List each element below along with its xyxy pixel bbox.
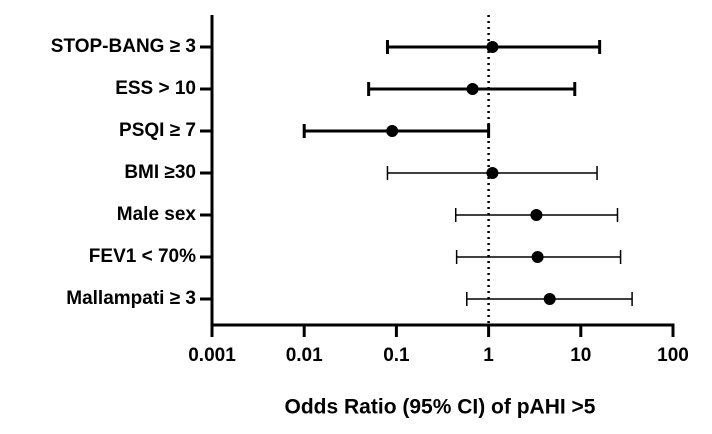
y-tick-label: BMI ≥30 <box>124 162 196 183</box>
x-tick-label: 0.001 <box>188 345 236 366</box>
y-tick-label: Mallampati ≥ 3 <box>66 288 196 309</box>
point <box>530 209 543 221</box>
point <box>466 83 479 95</box>
x-tick-label: 100 <box>657 345 689 366</box>
point <box>486 41 499 53</box>
point <box>386 125 399 137</box>
x-tick-label: 0.1 <box>383 345 410 366</box>
point <box>543 293 556 305</box>
x-tick-label: 0.01 <box>286 345 323 366</box>
point <box>531 251 544 263</box>
y-tick-label: PSQI ≥ 7 <box>119 120 196 141</box>
y-tick-label: FEV1 < 70% <box>89 246 196 267</box>
y-tick-label: Male sex <box>117 204 197 225</box>
x-tick-label: 10 <box>570 345 591 366</box>
x-tick-label: 1 <box>483 345 494 366</box>
x-axis-label: Odds Ratio (95% CI) of pAHI >5 <box>285 396 596 419</box>
y-tick-label: STOP-BANG ≥ 3 <box>51 36 196 57</box>
point <box>486 167 499 179</box>
y-tick-label: ESS > 10 <box>115 78 196 99</box>
